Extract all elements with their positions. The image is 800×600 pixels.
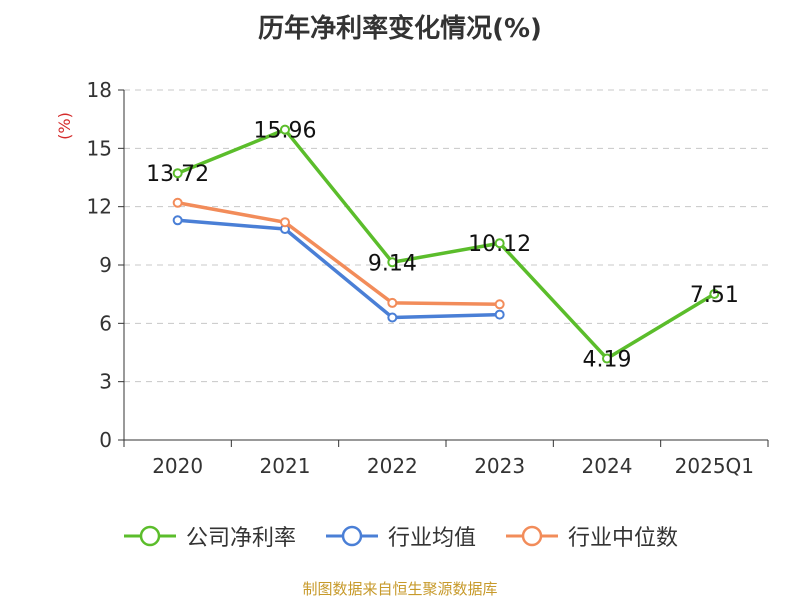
- data-label: 9.14: [368, 251, 417, 276]
- data-point: [172, 197, 183, 208]
- legend-marker-icon: [123, 525, 176, 547]
- chart-title: 历年净利率变化情况(%): [258, 14, 542, 44]
- data-point: [280, 124, 290, 135]
- series-line-2: [177, 201, 500, 307]
- x-tick-label: 2022: [367, 454, 418, 478]
- x-tick-label: 2021: [260, 454, 311, 478]
- data-label: 4.19: [583, 348, 632, 373]
- data-point: [387, 312, 398, 323]
- legend-marker-icon: [325, 525, 378, 547]
- data-label: 13.72: [146, 162, 209, 187]
- legend-item[interactable]: 行业均值: [324, 520, 476, 552]
- series-line-0: [177, 127, 716, 361]
- legend-item[interactable]: 公司净利率: [122, 520, 296, 552]
- legend-item[interactable]: 行业中位数: [504, 520, 678, 552]
- data-point: [709, 288, 720, 299]
- data-point: [602, 353, 612, 364]
- y-tick-label: 9: [99, 253, 112, 277]
- y-tick-label: 18: [87, 78, 112, 102]
- data-point: [494, 309, 505, 320]
- y-tick-label: 3: [99, 370, 112, 394]
- x-tick-label: 2024: [582, 454, 633, 478]
- y-tick-label: 15: [87, 136, 112, 160]
- x-tick-label: 2025Q1: [675, 454, 754, 478]
- data-point: [494, 238, 505, 249]
- y-axis-label: (%): [55, 112, 74, 140]
- x-tick-label: 2020: [152, 454, 203, 478]
- y-tick-label: 6: [99, 311, 112, 335]
- y-tick-label: 12: [87, 195, 112, 219]
- legend: 公司净利率 行业均值 行业中位数: [0, 520, 800, 552]
- y-tick-label: 0: [99, 428, 112, 452]
- data-point: [387, 297, 398, 308]
- data-label: 10.12: [468, 232, 531, 257]
- legend-label: 公司净利率: [185, 526, 296, 551]
- data-point: [172, 215, 183, 226]
- data-point: [387, 257, 398, 268]
- data-point: [494, 299, 505, 310]
- data-label: 7.51: [690, 283, 739, 308]
- legend-label: 行业中位数: [568, 526, 679, 551]
- series-line-1: [177, 218, 500, 320]
- data-label: 15.96: [254, 119, 317, 144]
- data-source-note: 制图数据来自恒生聚源数据库: [302, 580, 498, 598]
- x-tick-label: 2023: [474, 454, 525, 478]
- data-point: [172, 168, 183, 179]
- legend-marker-icon: [506, 525, 558, 547]
- legend-label: 行业均值: [387, 526, 476, 551]
- data-point: [280, 217, 290, 228]
